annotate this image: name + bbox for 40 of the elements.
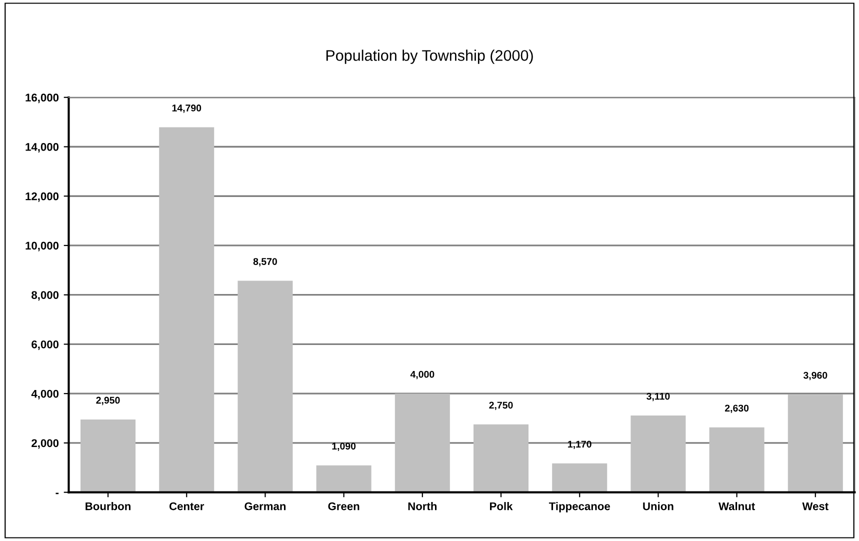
y-tick-label: 12,000 xyxy=(26,192,59,202)
bar xyxy=(80,419,136,492)
x-tick-label: Polk xyxy=(490,502,513,510)
y-tick-label: 4,000 xyxy=(31,390,59,400)
y-tick-label: 2,000 xyxy=(32,439,59,449)
bar xyxy=(788,394,843,492)
bar xyxy=(316,465,372,492)
y-tick-label: 6,000 xyxy=(32,340,59,350)
chart-title: Population by Township (2000) xyxy=(326,50,533,64)
y-tick-label: 14,000 xyxy=(26,143,59,152)
data-label: 1,170 xyxy=(568,440,592,450)
data-label: 2,630 xyxy=(724,404,749,413)
bar xyxy=(474,424,529,492)
data-label: 4,000 xyxy=(410,370,434,380)
bar xyxy=(552,463,608,492)
x-tick-label: West xyxy=(802,502,828,510)
bar xyxy=(630,416,686,492)
x-tick-label: North xyxy=(408,502,437,510)
x-tick-label: Walnut xyxy=(718,502,755,510)
bar xyxy=(394,394,450,492)
x-tick-label: Bourbon xyxy=(86,502,130,510)
data-label: 2,950 xyxy=(96,396,120,406)
y-tick-label: - xyxy=(56,492,59,494)
x-tick-label: Green xyxy=(328,502,360,510)
bar xyxy=(709,427,764,492)
data-label: 3,960 xyxy=(803,372,828,380)
data-label: 8,570 xyxy=(253,258,277,266)
y-tick-label: 10,000 xyxy=(26,242,59,252)
data-label: 1,090 xyxy=(332,442,356,452)
bar xyxy=(159,127,214,492)
x-tick-label: Tippecanoe xyxy=(548,502,610,512)
x-tick-label: Union xyxy=(643,502,674,510)
data-label: 3,110 xyxy=(646,392,670,402)
data-label: 2,750 xyxy=(489,402,513,410)
data-label: 14,790 xyxy=(172,104,202,113)
bar xyxy=(238,280,293,492)
x-tick-label: German xyxy=(244,502,286,510)
x-tick-label: Center xyxy=(169,502,204,510)
y-tick-label: 16,000 xyxy=(26,94,59,104)
y-tick-label: 8,000 xyxy=(32,291,59,301)
